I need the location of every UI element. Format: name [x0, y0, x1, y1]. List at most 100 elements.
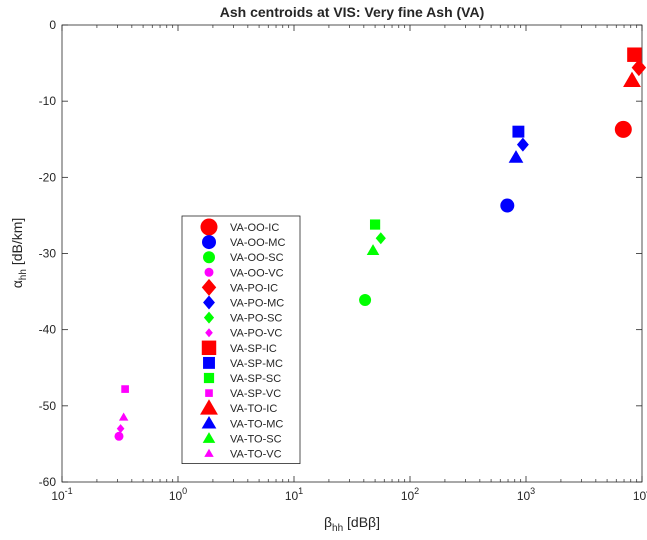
legend-item: VA-OO-VC	[204, 267, 284, 279]
legend-marker	[204, 448, 214, 457]
legend-marker	[202, 235, 216, 250]
point-va-po-ic	[631, 59, 647, 77]
legend-item: VA-OO-MC	[202, 235, 285, 250]
legend: VA-OO-IC VA-OO-MC VA-OO-SC VA-OO-VC VA-PO-IC…	[181, 215, 301, 465]
x-tick-label: 102	[401, 486, 419, 503]
legend-item: VA-TO-MC	[201, 415, 283, 430]
y-tick-label: 0	[49, 18, 56, 32]
legend-marker	[205, 328, 213, 338]
legend-marker	[200, 218, 218, 236]
y-tick-label: -60	[39, 475, 57, 489]
legend-marker	[203, 251, 215, 264]
legend-item: VA-PO-VC	[205, 328, 282, 340]
legend-item: VA-PO-IC	[201, 278, 278, 296]
y-tick-label: -30	[39, 247, 57, 261]
legend-marker	[205, 389, 213, 397]
x-tick-label-base: 10	[285, 489, 299, 503]
point-va-to-ic	[623, 71, 641, 87]
legend-label: VA-OO-VC	[230, 267, 284, 279]
x-tick-label-base: 10	[169, 489, 183, 503]
point-va-oo-vc	[114, 431, 124, 441]
legend-marker	[201, 415, 217, 429]
legend-item: VA-PO-SC	[203, 311, 282, 325]
legend-label: VA-TO-MC	[230, 418, 283, 430]
legend-label: VA-TO-SC	[230, 433, 282, 445]
x-tick-label-exponent: 3	[530, 486, 535, 496]
legend-label: VA-TO-IC	[230, 403, 277, 415]
x-tick-label: 101	[285, 486, 303, 503]
point-va-sp-ic	[627, 47, 642, 62]
legend-label: VA-SP-MC	[230, 358, 283, 370]
legend-label: VA-OO-MC	[230, 237, 285, 249]
legend-label: VA-TO-VC	[230, 449, 282, 461]
legend-marker	[201, 278, 217, 296]
chart-title: Ash centroids at VIS: Very fine Ash (VA)	[220, 4, 485, 20]
legend-marker	[203, 311, 215, 324]
point-va-sp-mc	[512, 125, 525, 138]
x-tick-label: 100	[169, 486, 187, 503]
legend-label: VA-SP-SC	[230, 373, 281, 385]
legend-item: VA-PO-MC	[203, 295, 284, 310]
legend-marker	[201, 340, 217, 356]
point-va-po-vc	[116, 424, 125, 434]
x-tick-label-exponent: 1	[298, 486, 303, 496]
x-tick-label-exponent: -1	[65, 486, 73, 496]
legend-item: VA-TO-SC	[202, 432, 282, 445]
legend-marker	[203, 356, 215, 369]
legend-marker	[202, 432, 216, 443]
x-axis-label-sub: hh	[332, 523, 343, 534]
point-va-to-mc	[508, 150, 524, 163]
y-axis-label: αhh [dB/km]	[9, 218, 29, 289]
x-axis-label-main: β	[324, 514, 332, 530]
x-tick-label-exponent: 2	[414, 486, 419, 496]
legend-marker	[204, 267, 214, 277]
legend-label: VA-PO-MC	[230, 298, 284, 310]
legend-item: VA-OO-SC	[203, 251, 284, 264]
point-va-po-mc	[516, 137, 529, 152]
point-va-to-vc	[118, 412, 129, 421]
legend-marker	[200, 399, 218, 415]
legend-label: VA-PO-SC	[230, 313, 282, 325]
legend-label: VA-PO-IC	[230, 282, 278, 294]
point-va-oo-sc	[359, 293, 372, 306]
x-tick-label: 10-1	[51, 486, 72, 503]
x-tick-label-base: 10	[517, 489, 531, 503]
legend-item: VA-SP-MC	[203, 356, 283, 370]
legend-item: VA-TO-VC	[204, 448, 282, 461]
y-axis-label-main: α	[9, 280, 25, 288]
legend-marker	[203, 372, 215, 384]
y-axis-label-unit: [dB/km]	[9, 218, 25, 269]
data-marks	[114, 47, 647, 441]
legend-label: VA-SP-VC	[230, 388, 281, 400]
x-tick-label-base: 10	[51, 489, 65, 503]
point-va-sp-vc	[121, 385, 129, 393]
legend-label: VA-OO-SC	[230, 252, 284, 264]
plot-area	[62, 25, 642, 482]
legend-label: VA-PO-VC	[230, 328, 282, 340]
y-tick-label: -20	[39, 170, 57, 184]
y-tick-label: -50	[39, 399, 57, 413]
point-va-to-sc	[366, 244, 380, 255]
point-va-oo-ic	[614, 120, 632, 138]
legend-item: VA-SP-SC	[203, 372, 281, 385]
y-tick-label: -10	[39, 94, 57, 108]
axes: 10-11001011021031040-10-20-30-40-50-60	[39, 18, 647, 503]
point-va-oo-mc	[500, 198, 515, 213]
legend-item: VA-TO-IC	[200, 399, 277, 415]
x-tick-label: 103	[517, 486, 535, 503]
y-axis-label-sub: hh	[18, 269, 29, 280]
legend-item: VA-SP-VC	[205, 388, 281, 400]
x-tick-label-base: 10	[401, 489, 415, 503]
point-va-po-sc	[375, 232, 386, 245]
point-va-sp-sc	[369, 219, 381, 230]
legend-label: VA-SP-IC	[230, 343, 277, 355]
axis-labels: βhh [dBβ] αhh [dB/km]	[9, 218, 380, 534]
legend-item: VA-SP-IC	[201, 340, 277, 356]
legend-box	[181, 215, 301, 465]
legend-label: VA-OO-IC	[230, 222, 279, 234]
x-tick-label: 104	[633, 486, 647, 503]
x-axis-label-unit: [dBβ]	[343, 514, 380, 530]
x-tick-label-exponent: 0	[182, 486, 187, 496]
